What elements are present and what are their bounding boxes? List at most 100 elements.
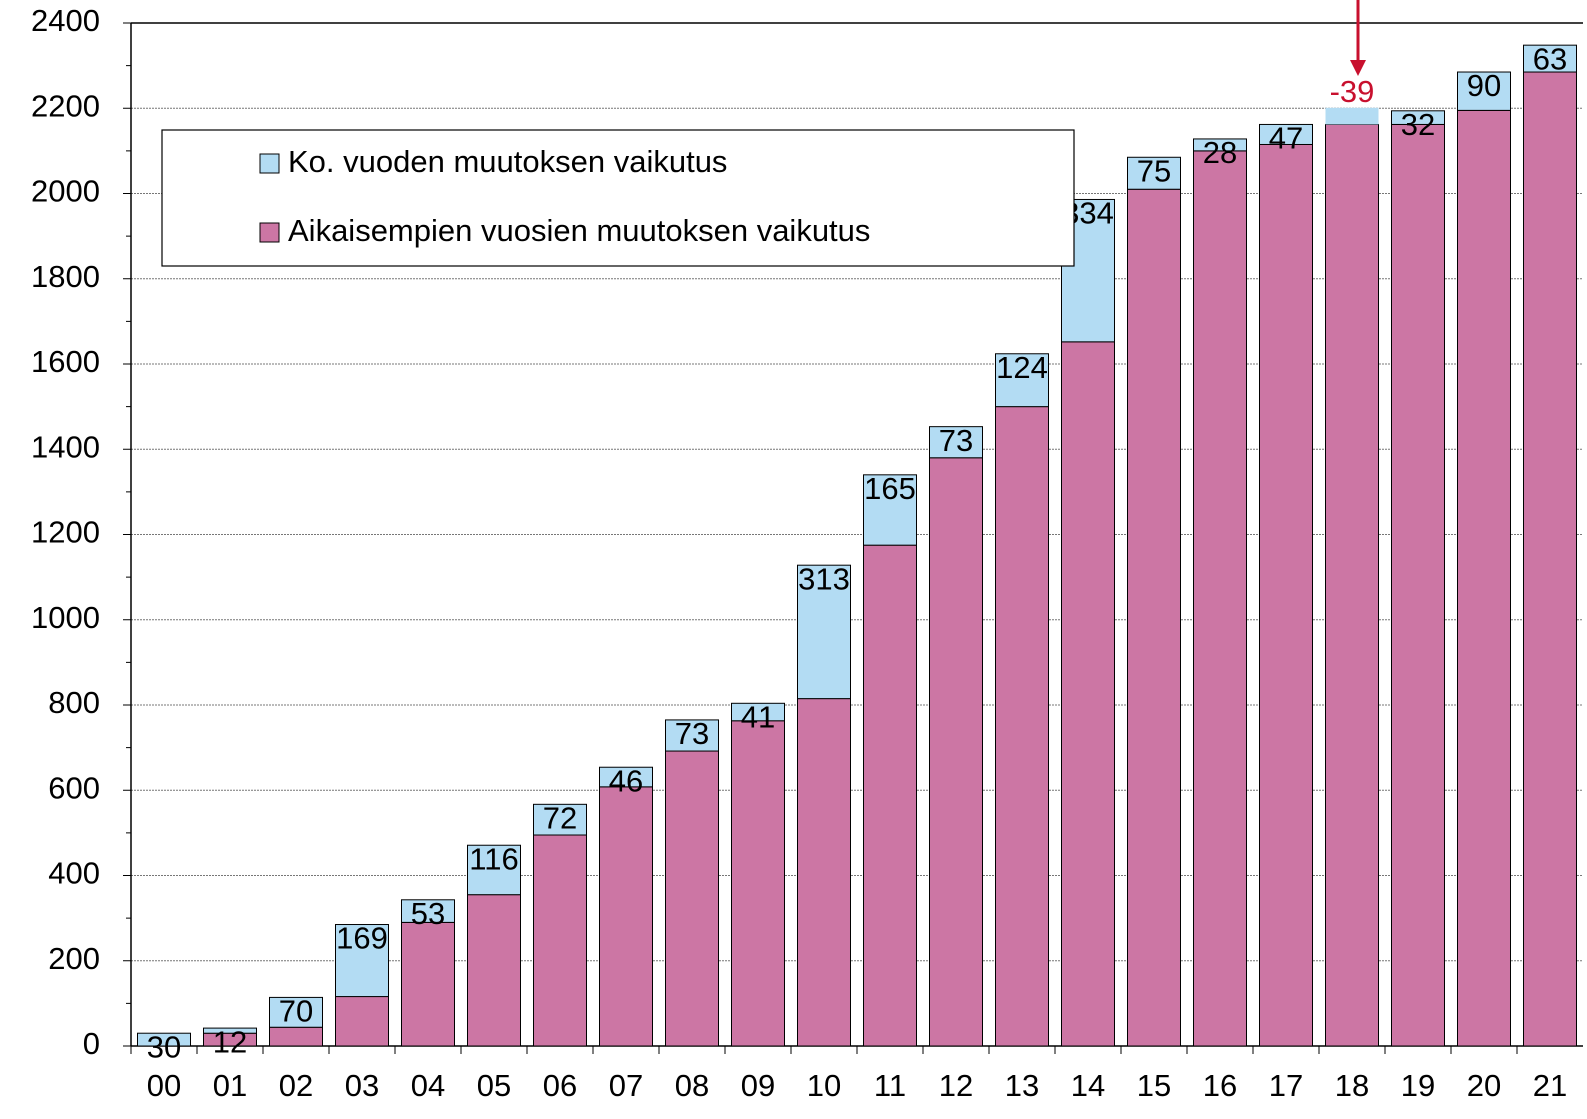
- bar-segment: [599, 786, 653, 1047]
- bar-segment: [401, 899, 455, 923]
- y-tick-label: 400: [48, 856, 100, 891]
- y-tick-label: 2200: [31, 88, 100, 123]
- bar-segment: [269, 1026, 323, 1047]
- bar-segment: [1457, 71, 1511, 111]
- bar-segment: [731, 702, 785, 722]
- y-tick-label: 800: [48, 685, 100, 720]
- bar-segment: [929, 457, 983, 1047]
- x-tick-label: 20: [1467, 1068, 1501, 1103]
- bar-segment: [269, 996, 323, 1028]
- data-label: 169: [336, 921, 388, 956]
- x-tick-label: 21: [1533, 1068, 1567, 1103]
- legend-label: Aikaisempien vuosien muutoksen vaikutus: [288, 213, 870, 248]
- bar-segment: [1193, 150, 1247, 1047]
- y-tick-label: 1200: [31, 515, 100, 550]
- data-label: 41: [741, 699, 775, 734]
- bar-segment: [1457, 109, 1511, 1047]
- data-label: -39: [1330, 74, 1375, 109]
- data-label: 313: [798, 561, 850, 596]
- bar-segment: [1325, 107, 1379, 125]
- bar-segment: [1391, 110, 1445, 125]
- y-tick-label: 2400: [31, 3, 100, 38]
- x-tick-label: 16: [1203, 1068, 1237, 1103]
- data-label: 63: [1533, 41, 1567, 76]
- arrow-head: [1350, 60, 1366, 76]
- y-tick-label: 1400: [31, 429, 100, 464]
- legend-box: [161, 129, 1075, 267]
- x-tick-label: 19: [1401, 1068, 1435, 1103]
- bar-segment: [797, 564, 851, 700]
- bar-segment: [665, 719, 719, 752]
- bar-segment: [1523, 44, 1577, 73]
- bar-segment: [1193, 138, 1247, 152]
- bar-segment: [863, 544, 917, 1047]
- bar-segment: [1259, 143, 1313, 1047]
- bar-segment: [533, 803, 587, 836]
- bar-segment: [929, 426, 983, 459]
- x-tick-label: 09: [741, 1068, 775, 1103]
- x-tick-label: 14: [1071, 1068, 1105, 1103]
- bar-segment: [401, 921, 455, 1047]
- bar-segment: [467, 894, 521, 1047]
- data-label: 32: [1401, 107, 1435, 142]
- legend-swatch: [259, 153, 280, 174]
- bar-segment: [137, 1032, 191, 1047]
- bar-segment: [731, 720, 785, 1047]
- data-label: 75: [1137, 153, 1171, 188]
- x-tick-label: 17: [1269, 1068, 1303, 1103]
- x-tick-label: 13: [1005, 1068, 1039, 1103]
- bar-segment: [863, 474, 917, 546]
- legend-swatch: [259, 222, 280, 243]
- bar-segment: [335, 924, 389, 998]
- bar-segment: [1523, 71, 1577, 1047]
- data-label: 12: [213, 1024, 247, 1059]
- x-tick-label: 08: [675, 1068, 709, 1103]
- y-tick-label: 200: [48, 941, 100, 976]
- x-tick-label: 00: [147, 1068, 181, 1103]
- y-tick-label: 1600: [31, 344, 100, 379]
- legend-label: Ko. vuoden muutoksen vaikutus: [288, 144, 727, 179]
- x-tick-label: 11: [874, 1068, 906, 1103]
- data-label: 28: [1203, 135, 1237, 170]
- x-tick-label: 10: [807, 1068, 841, 1103]
- bar-segment: [797, 698, 851, 1047]
- legend: Ko. vuoden muutoksen vaikutus Aikaisempi…: [161, 129, 1075, 267]
- x-tick-label: 15: [1137, 1068, 1171, 1103]
- x-tick-label: 07: [609, 1068, 643, 1103]
- y-tick-label: 1800: [31, 259, 100, 294]
- data-label: 73: [939, 423, 973, 458]
- data-label: 165: [864, 471, 916, 506]
- data-label: 72: [543, 801, 577, 836]
- data-label: 70: [279, 994, 313, 1029]
- bar-segment: [203, 1027, 257, 1034]
- data-label: 47: [1269, 121, 1303, 156]
- data-label: 116: [469, 841, 518, 876]
- bar-segment: [335, 996, 389, 1047]
- bar-segment: [467, 844, 521, 896]
- bar-segment: [1127, 188, 1181, 1047]
- bar-segment: [665, 750, 719, 1047]
- y-tick-label: 2000: [31, 174, 100, 209]
- data-label: 30: [147, 1029, 181, 1064]
- x-tick-label: 18: [1335, 1068, 1369, 1103]
- data-label: 124: [996, 350, 1048, 385]
- y-tick-label: 0: [83, 1026, 100, 1061]
- x-tick-label: 01: [213, 1068, 247, 1103]
- x-tick-label: 06: [543, 1068, 577, 1103]
- bar-segment: [1259, 123, 1313, 145]
- x-tick-label: 04: [411, 1068, 445, 1103]
- y-tick-label: 1000: [31, 600, 100, 635]
- annotation-arrow: [1350, 0, 1366, 76]
- y-tick-label: 600: [48, 770, 100, 805]
- x-tick-label: 12: [939, 1068, 973, 1103]
- bar-segment: [995, 406, 1049, 1047]
- bar-segment: [533, 834, 587, 1047]
- x-tick-label: 05: [477, 1068, 511, 1103]
- data-label: 53: [411, 896, 445, 931]
- x-tick-label: 02: [279, 1068, 313, 1103]
- data-label: 46: [609, 763, 643, 798]
- data-label: 73: [675, 716, 709, 751]
- bar-segment: [599, 766, 653, 788]
- bar-segment: [1061, 341, 1115, 1047]
